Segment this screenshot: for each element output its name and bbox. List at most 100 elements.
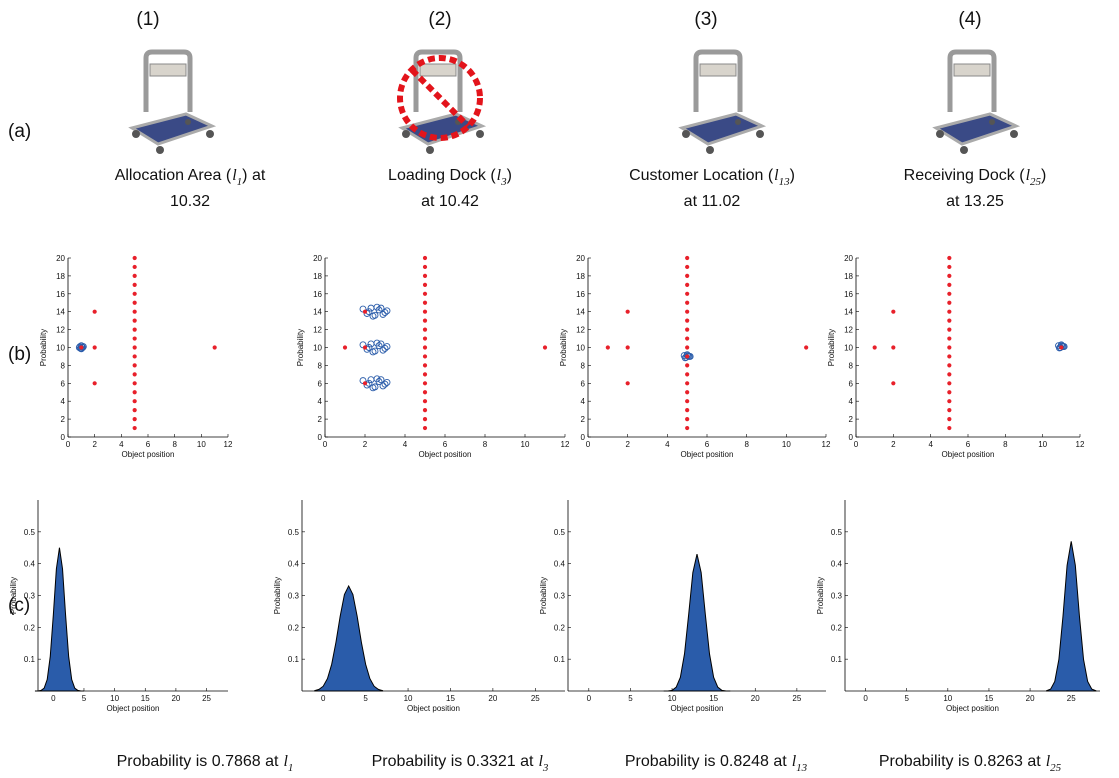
point [373, 375, 381, 383]
caption-text: Allocation Area ( [115, 167, 232, 184]
y-tick-label: 0.2 [831, 623, 843, 632]
point [947, 381, 952, 386]
point [422, 372, 428, 377]
point [132, 273, 137, 278]
point [422, 363, 428, 368]
point [947, 408, 952, 413]
x-tick-label: 12 [1076, 440, 1085, 449]
y-tick-label: 4 [318, 397, 323, 406]
y-axis-title: Probability [539, 577, 548, 614]
caption-symbol: l [774, 167, 779, 184]
caption-symbol: l [232, 167, 237, 184]
point [685, 255, 690, 261]
point [212, 345, 217, 350]
y-tick-label: 16 [844, 290, 853, 299]
y-tick-label: 4 [581, 397, 586, 406]
x-tick-label: 10 [404, 694, 413, 703]
y-tick-label: 0 [61, 433, 66, 442]
point [383, 307, 391, 315]
point [891, 381, 896, 386]
x-tick-label: 20 [488, 694, 497, 703]
point [685, 399, 690, 404]
x-tick-label: 20 [1026, 694, 1035, 703]
point [362, 345, 368, 350]
y-tick-label: 16 [56, 290, 65, 299]
y-tick-label: 0.1 [554, 655, 566, 664]
x-tick-label: 6 [146, 440, 151, 449]
x-tick-label: 10 [1038, 440, 1047, 449]
point [367, 304, 375, 312]
point [342, 345, 348, 350]
point [685, 381, 690, 386]
point [422, 309, 428, 314]
point [377, 376, 385, 384]
point [1059, 345, 1064, 350]
x-tick-label: 25 [1067, 694, 1076, 703]
y-axis-title: Probability [39, 329, 48, 366]
point [625, 345, 630, 350]
point [132, 399, 137, 404]
point [132, 264, 137, 270]
x-tick-label: 0 [863, 694, 868, 703]
y-tick-label: 0.1 [24, 655, 36, 664]
point [381, 344, 389, 352]
caption-time: at 13.25 [946, 193, 1004, 210]
caption-index: 3 [500, 176, 507, 188]
point [422, 264, 428, 270]
x-tick-label: 0 [587, 694, 592, 703]
point [381, 309, 389, 317]
x-tick-label: 12 [561, 440, 570, 449]
y-tick-label: 20 [313, 254, 322, 263]
point [132, 417, 137, 422]
point [132, 318, 137, 323]
result-symbol: l [283, 753, 288, 770]
point [685, 327, 690, 332]
point [422, 255, 428, 261]
y-axis-title: Probability [559, 329, 568, 366]
y-tick-label: 0.2 [554, 623, 566, 632]
x-tick-label: 12 [822, 440, 831, 449]
point [422, 345, 428, 350]
point [362, 309, 368, 314]
point [625, 381, 630, 386]
point [685, 300, 690, 305]
caption-symbol: l [497, 167, 502, 184]
y-tick-label: 0.3 [24, 592, 36, 601]
point [872, 345, 877, 350]
point [891, 345, 896, 350]
point [422, 399, 428, 404]
point [947, 354, 952, 359]
point [947, 327, 952, 332]
result-text: Probability is 0.8248 at [625, 753, 787, 770]
y-tick-label: 0.5 [831, 528, 843, 537]
x-tick-label: 6 [966, 440, 971, 449]
point [132, 309, 137, 314]
point [383, 343, 391, 351]
y-tick-label: 16 [313, 290, 322, 299]
y-tick-label: 12 [576, 326, 585, 335]
y-axis-title: Probability [296, 329, 305, 366]
y-tick-label: 6 [61, 379, 66, 388]
point [947, 399, 952, 404]
point [683, 352, 691, 360]
point [891, 309, 896, 314]
x-tick-label: 6 [705, 440, 710, 449]
y-tick-label: 0 [318, 433, 323, 442]
x-tick-label: 4 [403, 440, 408, 449]
point [685, 336, 690, 341]
point [625, 309, 630, 314]
y-tick-label: 0.3 [554, 592, 566, 601]
y-tick-label: 0.5 [288, 528, 300, 537]
point [947, 425, 952, 431]
x-tick-label: 5 [904, 694, 909, 703]
cart-image [682, 52, 764, 154]
y-tick-label: 8 [61, 361, 66, 370]
x-tick-label: 2 [92, 440, 97, 449]
point [132, 336, 137, 341]
point [132, 390, 137, 395]
y-tick-label: 18 [313, 272, 322, 281]
point [92, 345, 97, 350]
y-tick-label: 14 [313, 308, 322, 317]
point [132, 300, 137, 305]
caption-time: at 11.02 [684, 193, 741, 210]
